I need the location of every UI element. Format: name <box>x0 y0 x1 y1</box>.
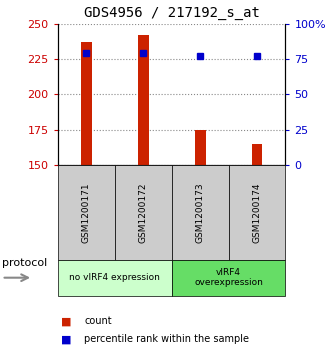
Text: ■: ■ <box>61 316 72 326</box>
Bar <box>195 130 206 165</box>
Text: GSM1200172: GSM1200172 <box>139 182 148 242</box>
Text: GSM1200171: GSM1200171 <box>82 182 91 243</box>
Bar <box>81 42 92 165</box>
Bar <box>251 144 262 165</box>
Bar <box>138 35 148 165</box>
Text: percentile rank within the sample: percentile rank within the sample <box>84 334 249 344</box>
Text: protocol: protocol <box>2 258 47 268</box>
Text: count: count <box>84 316 112 326</box>
Text: ■: ■ <box>61 334 72 344</box>
Text: GSM1200173: GSM1200173 <box>196 182 205 243</box>
Title: GDS4956 / 217192_s_at: GDS4956 / 217192_s_at <box>84 6 259 20</box>
Text: no vIRF4 expression: no vIRF4 expression <box>69 273 160 282</box>
Text: vIRF4
overexpression: vIRF4 overexpression <box>194 268 263 287</box>
Text: GSM1200174: GSM1200174 <box>252 182 261 242</box>
